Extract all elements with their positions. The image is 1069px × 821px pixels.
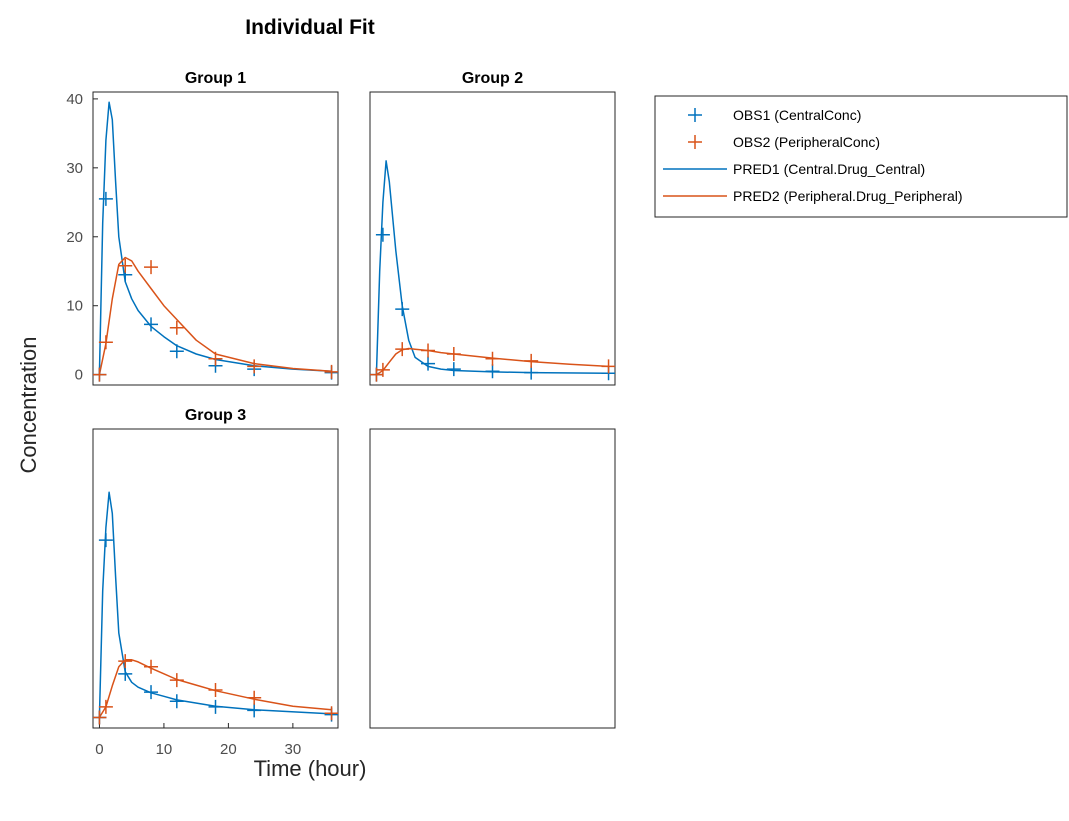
y-axis-label: Concentration bbox=[16, 337, 41, 474]
panel-title: Group 1 bbox=[185, 70, 246, 87]
data-point-obs2 bbox=[485, 351, 500, 366]
data-point-obs2 bbox=[324, 364, 338, 379]
data-point-obs1 bbox=[169, 694, 184, 709]
data-point-obs2 bbox=[601, 359, 615, 374]
legend-marker-swatch bbox=[688, 135, 702, 149]
legend-item: PRED2 (Peripheral.Drug_Peripheral) bbox=[663, 188, 963, 204]
data-point-obs2 bbox=[524, 353, 539, 368]
x-tick-label: 30 bbox=[285, 741, 302, 758]
data-point-obs1 bbox=[247, 703, 262, 718]
data-point-obs2 bbox=[169, 320, 184, 335]
data-point-obs1 bbox=[98, 533, 113, 548]
legend-label: OBS2 (PeripheralConc) bbox=[733, 134, 880, 150]
panel-axes-box bbox=[369, 428, 616, 729]
plot-area bbox=[370, 160, 615, 382]
data-point-obs1 bbox=[485, 364, 500, 379]
panel-title: Group 3 bbox=[185, 407, 246, 424]
series-line-pred1 bbox=[375, 160, 609, 375]
data-point-obs1 bbox=[524, 365, 539, 380]
data-point-obs2 bbox=[375, 362, 390, 377]
data-point-obs2 bbox=[208, 351, 223, 366]
legend-item: PRED1 (Central.Drug_Central) bbox=[663, 161, 925, 177]
data-point-obs2 bbox=[169, 673, 184, 688]
data-point-obs2 bbox=[324, 706, 338, 721]
data-point-obs1 bbox=[144, 685, 159, 700]
plot-area bbox=[93, 101, 338, 382]
data-point-obs2 bbox=[93, 367, 107, 382]
y-tick-label: 20 bbox=[66, 229, 83, 246]
data-point-obs2 bbox=[395, 342, 410, 357]
panel-axes-box bbox=[92, 91, 339, 386]
x-tick-label: 0 bbox=[95, 741, 103, 758]
data-point-obs2 bbox=[144, 260, 159, 275]
panel-3: Group 3 0 10 20 30 bbox=[92, 407, 339, 758]
x-axis-label: Time (hour) bbox=[254, 756, 367, 781]
data-point-obs2 bbox=[446, 346, 461, 361]
panel-2: Group 2 bbox=[369, 70, 616, 386]
data-point-obs2 bbox=[144, 659, 159, 674]
data-point-obs2 bbox=[247, 690, 262, 705]
panel-axes-box bbox=[92, 428, 339, 729]
figure-title: Individual Fit bbox=[245, 16, 375, 39]
data-point-obs1 bbox=[144, 317, 159, 332]
data-point-obs1 bbox=[395, 302, 410, 317]
x-tick-label: 20 bbox=[220, 741, 237, 758]
y-tick-label: 40 bbox=[66, 91, 83, 108]
data-point-obs2 bbox=[247, 359, 262, 374]
legend-box bbox=[654, 95, 1068, 218]
data-point-obs2 bbox=[98, 335, 113, 350]
panel-4 bbox=[369, 428, 616, 729]
data-point-obs1 bbox=[421, 356, 436, 371]
panel-axes-box bbox=[369, 91, 616, 386]
data-point-obs2 bbox=[98, 699, 113, 714]
legend-marker-swatch bbox=[688, 108, 702, 122]
data-point-obs1 bbox=[118, 666, 133, 681]
data-point-obs2 bbox=[118, 654, 133, 669]
data-point-obs2 bbox=[421, 343, 436, 358]
y-tick-label: 0 bbox=[75, 367, 83, 384]
data-point-obs1 bbox=[208, 699, 223, 714]
y-tick-label: 30 bbox=[66, 160, 83, 177]
data-point-obs1 bbox=[446, 362, 461, 377]
plot-area bbox=[93, 491, 338, 725]
legend-item: OBS2 (PeripheralConc) bbox=[688, 134, 880, 150]
legend-item: OBS1 (CentralConc) bbox=[688, 107, 861, 123]
data-point-obs1 bbox=[375, 227, 390, 242]
series-line-pred1 bbox=[98, 491, 332, 718]
legend: OBS1 (CentralConc) OBS2 (PeripheralConc) P… bbox=[654, 95, 1068, 218]
data-point-obs2 bbox=[93, 710, 107, 725]
legend-label: PRED1 (Central.Drug_Central) bbox=[733, 161, 925, 177]
panel-title: Group 2 bbox=[462, 70, 523, 87]
x-tick-label: 10 bbox=[156, 741, 173, 758]
series-line-pred1 bbox=[98, 101, 332, 375]
data-point-obs2 bbox=[208, 683, 223, 698]
series-line-pred2 bbox=[98, 256, 332, 375]
panel-1: Group 1 0 10 20 30 40 bbox=[66, 70, 339, 386]
data-point-obs2 bbox=[118, 258, 133, 273]
y-tick-label: 10 bbox=[66, 298, 83, 315]
data-point-obs1 bbox=[98, 191, 113, 206]
legend-label: PRED2 (Peripheral.Drug_Peripheral) bbox=[733, 188, 963, 204]
data-point-obs1 bbox=[169, 344, 184, 359]
legend-label: OBS1 (CentralConc) bbox=[733, 107, 861, 123]
